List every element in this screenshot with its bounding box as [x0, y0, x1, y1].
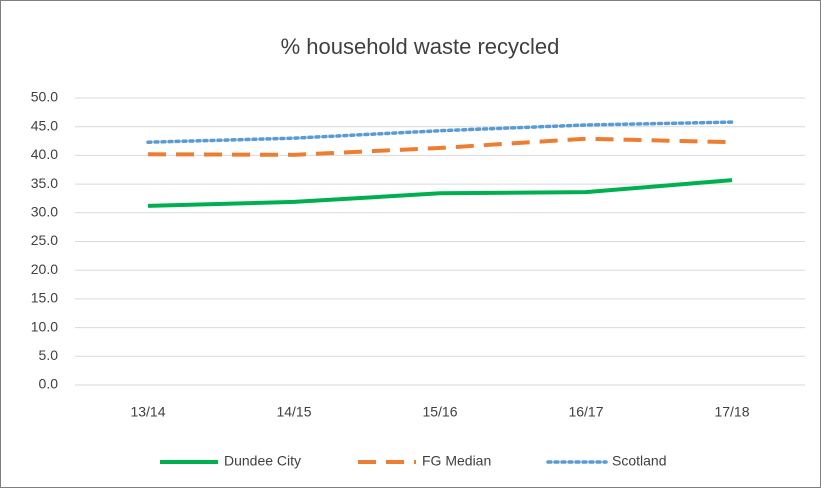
y-tick-label: 15.0 [31, 290, 58, 306]
x-tick-label: 15/16 [422, 404, 457, 420]
series-line [147, 136, 733, 157]
y-tick-label: 0.0 [39, 376, 59, 392]
x-tick-label: 17/18 [714, 404, 749, 420]
y-tick-label: 40.0 [31, 146, 58, 162]
legend-label: Dundee City [224, 453, 301, 469]
y-tick-label: 20.0 [31, 261, 58, 277]
y-tick-label: 35.0 [31, 175, 58, 191]
y-tick-label: 30.0 [31, 204, 58, 220]
series-line [147, 178, 733, 208]
chart-title: % household waste recycled [281, 34, 560, 59]
series-line [146, 120, 734, 144]
y-tick-label: 25.0 [31, 232, 58, 248]
y-tick-label: 50.0 [31, 89, 58, 105]
x-tick-label: 13/14 [130, 404, 165, 420]
x-tick-label: 14/15 [276, 404, 311, 420]
y-tick-label: 10.0 [31, 318, 58, 334]
legend-label: Scotland [612, 453, 666, 469]
x-tick-label: 16/17 [568, 404, 603, 420]
y-tick-label: 45.0 [31, 117, 58, 133]
legend-label: FG Median [422, 453, 491, 469]
y-tick-label: 5.0 [39, 347, 59, 363]
